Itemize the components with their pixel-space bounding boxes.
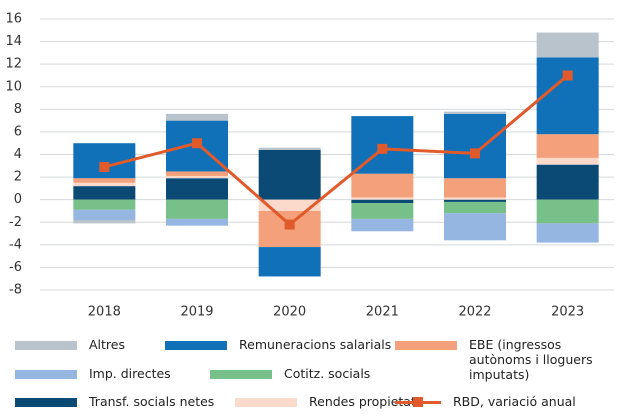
bar-segment [536, 164, 599, 200]
bar-segment [536, 199, 599, 224]
marker [377, 143, 388, 154]
x-tick-label: 2019 [180, 305, 213, 320]
legend-item: Remuneracions salarials [165, 337, 391, 352]
y-tick-label: 14 [5, 34, 22, 49]
x-tick-label: 2020 [273, 305, 306, 320]
bar-segment [166, 113, 228, 121]
chart: -8 -6 -4 -2 0 2 4 6 8 10 12 14 16 2018 2019 2020 2021 202… [5, 12, 614, 320]
bar-segment [444, 113, 506, 179]
y-tick-label: 12 [5, 57, 22, 72]
line [103, 74, 569, 227]
bar-segment [258, 199, 321, 211]
legend-label: EBE (ingressos autònoms i lloguers imput… [469, 337, 593, 382]
bar-segment [258, 149, 321, 200]
y-tick-label: -8 [9, 283, 22, 298]
legend-item: EBE (ingressos autònoms i lloguers imput… [395, 337, 619, 382]
legend-item: Rendes propietat [235, 394, 416, 409]
bar-segment [351, 218, 414, 232]
bar-segment [536, 32, 599, 58]
bar-segment [444, 178, 506, 198]
y-tick-label: 0 [14, 192, 22, 207]
legend-swatch [15, 341, 77, 350]
legend-label: RBD, variació anual [453, 394, 576, 409]
legend-swatch [165, 341, 227, 350]
bar-segment [166, 199, 228, 219]
bar-segment [166, 218, 228, 226]
bar-segment [351, 197, 414, 200]
bar-segment [444, 201, 506, 214]
legend-item: Transf. socials netes [15, 394, 214, 409]
x-tick-label: 2022 [458, 305, 491, 320]
bar-segment [351, 203, 414, 219]
bar-segment [536, 223, 599, 243]
legend-swatch [235, 398, 297, 407]
bar-segment [536, 134, 599, 158]
bar-segment [73, 182, 136, 187]
legend-item: Altres [15, 337, 125, 352]
bar-segment [166, 175, 228, 179]
legend-swatch [15, 370, 77, 379]
bar-segment [258, 247, 321, 277]
marker [99, 161, 110, 172]
bar-segment [73, 209, 136, 220]
legend-swatch [395, 341, 457, 350]
legend-item: RBD, variació anual [395, 394, 576, 409]
y-tick-label: -6 [9, 260, 22, 275]
bar-segment [536, 57, 599, 135]
marker [470, 148, 480, 159]
legend-label: Imp. directes [89, 366, 171, 381]
marker [192, 138, 202, 149]
bar-segment [351, 199, 414, 204]
x-tick-label: 2018 [88, 305, 121, 320]
marker [284, 219, 295, 230]
bar-segment [444, 213, 506, 241]
marker [562, 70, 573, 81]
legend-label: Remuneracions salarials [239, 337, 392, 352]
y-tick-label: 10 [5, 79, 22, 94]
legend-item: Imp. directes [15, 366, 171, 381]
bar-segment [166, 171, 228, 176]
y-tick-label: 8 [14, 102, 22, 117]
x-tick-label: 2023 [551, 305, 584, 320]
bar-segment [73, 199, 136, 210]
legend-swatch [15, 398, 77, 407]
y-tick-label: -2 [9, 215, 22, 230]
x-tick-label: 2021 [366, 305, 399, 320]
y-tick-label: 16 [5, 12, 22, 27]
bar-segment [73, 186, 136, 200]
legend-marker [413, 397, 423, 407]
bar-segment [258, 147, 321, 150]
legend-label: Altres [89, 337, 125, 352]
bar-segment [73, 219, 136, 224]
legend-swatch [395, 397, 441, 407]
legend-label: Cotitz. socials [284, 366, 371, 381]
bar-segment [444, 197, 506, 200]
y-tick-label: -4 [9, 237, 22, 252]
legend-label: Transf. socials netes [89, 394, 215, 409]
y-tick-label: 4 [14, 147, 22, 162]
y-tick-label: 6 [14, 124, 22, 139]
bar-segment [536, 157, 599, 165]
legend-label: Rendes propietat [309, 394, 416, 409]
legend-item: Cotitz. socials [210, 366, 370, 381]
bar-segment [351, 173, 414, 198]
bar-segment [73, 178, 136, 183]
bar-segment [444, 111, 506, 114]
bar-segment [444, 199, 506, 202]
y-tick-label: 2 [14, 170, 22, 185]
legend-swatch [210, 370, 272, 379]
bar-segment [166, 178, 228, 200]
